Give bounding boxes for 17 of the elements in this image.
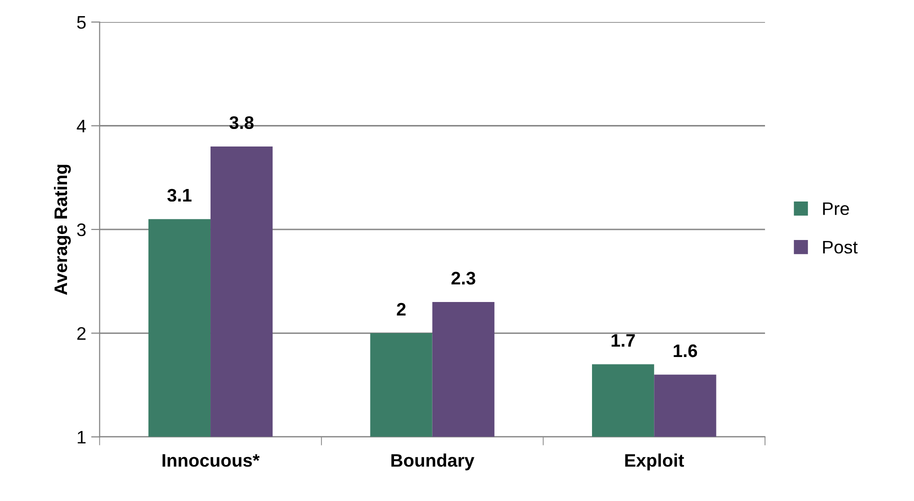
data-label: 2: [396, 302, 406, 316]
y-tick-label: 2: [77, 327, 86, 340]
data-label: 3.1: [167, 188, 192, 202]
y-tick-label: 4: [76, 120, 86, 132]
y-axis-title: Average Rating: [54, 164, 71, 295]
x-tick-label: Boundary: [391, 454, 474, 470]
data-label: 1.6: [674, 344, 698, 358]
x-tick-label: Exploit: [625, 454, 684, 470]
legend-label: Pre: [823, 202, 849, 216]
data-label: 3.8: [229, 116, 254, 130]
y-tick-label: 5: [77, 16, 86, 29]
data-label: 2.3: [451, 272, 476, 285]
y-tick-label: 3: [77, 223, 86, 236]
x-tick-label: Innocuous*: [162, 454, 260, 467]
y-tick-label: 1: [78, 430, 86, 444]
data-label: 1.7: [612, 334, 635, 347]
legend-label: Post: [823, 240, 858, 254]
